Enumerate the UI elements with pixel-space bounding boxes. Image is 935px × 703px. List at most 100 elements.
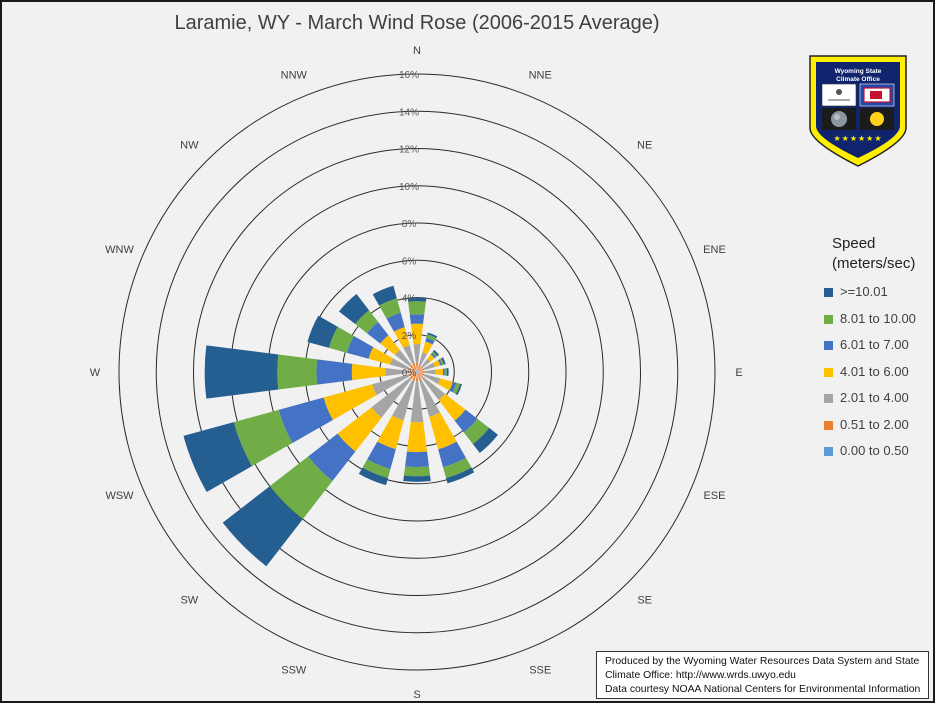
wind-bar-segment: [427, 332, 438, 339]
wind-bar-segment: [421, 358, 431, 368]
wind-bar-segment: [410, 323, 424, 345]
wind-bar-segment: [367, 441, 396, 470]
wind-bar-segment: [308, 433, 356, 481]
wind-bar-segment: [419, 380, 441, 417]
wind-bar-segment: [233, 409, 293, 467]
wind-bar-segment: [337, 407, 382, 452]
wind-bar-segment: [438, 393, 466, 421]
direction-label: NW: [180, 139, 199, 151]
wind-bar-segment: [417, 370, 419, 372]
wind-bar-segment: [277, 354, 318, 390]
wind-bar-segment: [444, 368, 447, 376]
radial-tick-label: 6%: [402, 256, 417, 267]
wind-bar-segment: [405, 451, 429, 467]
wind-bar-segment: [183, 422, 252, 492]
wind-bar-segment: [412, 373, 417, 381]
wind-bar-segment: [351, 363, 386, 381]
wind-bar-segment: [328, 326, 354, 353]
wind-bar-segment: [418, 352, 428, 366]
wind-bar-segment: [410, 381, 424, 423]
legend-item: 8.01 to 10.00: [820, 309, 935, 336]
wind-bar-segment: [385, 368, 408, 376]
legend-item: 6.01 to 7.00: [820, 335, 935, 362]
legend-title-line: (meters/sec): [832, 255, 916, 272]
legend-swatch: [824, 288, 833, 297]
wind-bar-segment: [422, 341, 433, 355]
wind-bar-segment: [423, 362, 435, 371]
logo-text: Wyoming State: [835, 68, 882, 75]
legend-swatch: [824, 447, 833, 456]
grid-ring: [118, 73, 716, 671]
legend-swatch: [824, 314, 833, 324]
wind-bar-segment: [449, 381, 457, 393]
wind-bar-segment: [413, 344, 421, 363]
wind-rose-bars: [183, 285, 498, 567]
svg-text:★★★★★★: ★★★★★★: [833, 134, 882, 143]
wind-bar-segment: [418, 368, 425, 372]
wind-bar-segment: [418, 371, 425, 373]
wind-bar-segment: [435, 368, 444, 376]
credit-line: Data courtesy NOAA National Centers for …: [605, 684, 921, 695]
wind-bar-segment: [394, 349, 412, 367]
legend-label: >=10.01: [840, 284, 888, 299]
wind-bar-segment: [418, 372, 425, 376]
wind-bar-segment: [358, 467, 389, 486]
direction-label: W: [90, 367, 101, 379]
radial-tick-label: 0%: [402, 368, 417, 379]
wind-bar-segment: [423, 373, 441, 384]
wind-bar-segment: [409, 314, 425, 324]
legend-label: 6.01 to 7.00: [840, 337, 909, 352]
wind-bar-segment: [386, 312, 405, 332]
wind-bar-segment: [417, 371, 419, 372]
legend-title-line: Speed: [832, 235, 876, 252]
wind-bar-segment: [445, 467, 475, 484]
wind-bar-segment: [415, 370, 417, 372]
wind-bar-segment: [417, 372, 418, 374]
legend-item: >=10.01: [820, 282, 935, 309]
wind-bar-segment: [416, 372, 417, 374]
legend-label: 2.01 to 4.00: [840, 390, 909, 405]
wind-bar-segment: [403, 345, 415, 364]
wind-bar-segment: [408, 301, 426, 315]
wind-bar-segment: [438, 441, 466, 468]
wind-bar-segment: [431, 351, 438, 358]
direction-labels: N NNE NE ENE E ESE SE SSE S SSW SW WSW W WNW NW NNW: [90, 45, 743, 701]
legend-item: 0.51 to 2.00: [820, 415, 935, 442]
direction-label: SE: [637, 595, 652, 607]
wind-bar-segment: [355, 310, 379, 334]
wind-bar-segment: [390, 358, 409, 370]
radial-tick-label: 4%: [402, 294, 417, 305]
radial-tick-label: 12%: [399, 145, 419, 156]
wind-bar-segment: [392, 380, 415, 421]
legend-swatch: [824, 341, 833, 350]
wind-bar-segment: [380, 335, 400, 355]
wind-bar-segment: [426, 334, 437, 342]
direction-label: WSW: [105, 490, 134, 502]
wind-bar-segment: [418, 373, 423, 378]
wind-bar-segment: [421, 376, 445, 400]
wind-bar-segment: [379, 298, 401, 319]
wind-bar-segment: [409, 364, 416, 371]
legend-swatch: [824, 420, 833, 430]
legend: Speed (meters/sec) >=10.01 8.01 to 10.00 6…: [820, 234, 935, 468]
chart-title: Laramie, WY - March Wind Rose (2006-2015…: [174, 12, 660, 34]
wind-bar-segment: [416, 370, 417, 372]
wind-bar-segment: [307, 315, 338, 348]
wind-bar-segment: [393, 327, 410, 348]
wind-bar-segment: [455, 383, 462, 396]
state-climate-office-logo: Wyoming State Climate Office ★★★★★★: [809, 55, 907, 167]
direction-label: ESE: [703, 490, 725, 502]
wind-bar-segment: [415, 371, 417, 372]
direction-label: WNW: [105, 244, 134, 256]
wind-bar-segment: [339, 294, 370, 325]
wind-bar-segment: [415, 362, 419, 371]
wind-bar-segment: [415, 373, 419, 382]
wind-bar-segment: [432, 349, 440, 357]
legend-swatch: [824, 394, 833, 403]
wind-bar-segment: [407, 370, 416, 374]
wind-bar-segment: [439, 358, 444, 366]
wind-bar-segment: [452, 382, 461, 395]
wind-bar-segment: [424, 369, 436, 375]
wind-bar-segment: [438, 378, 453, 391]
radial-tick-label: 2%: [402, 331, 417, 342]
